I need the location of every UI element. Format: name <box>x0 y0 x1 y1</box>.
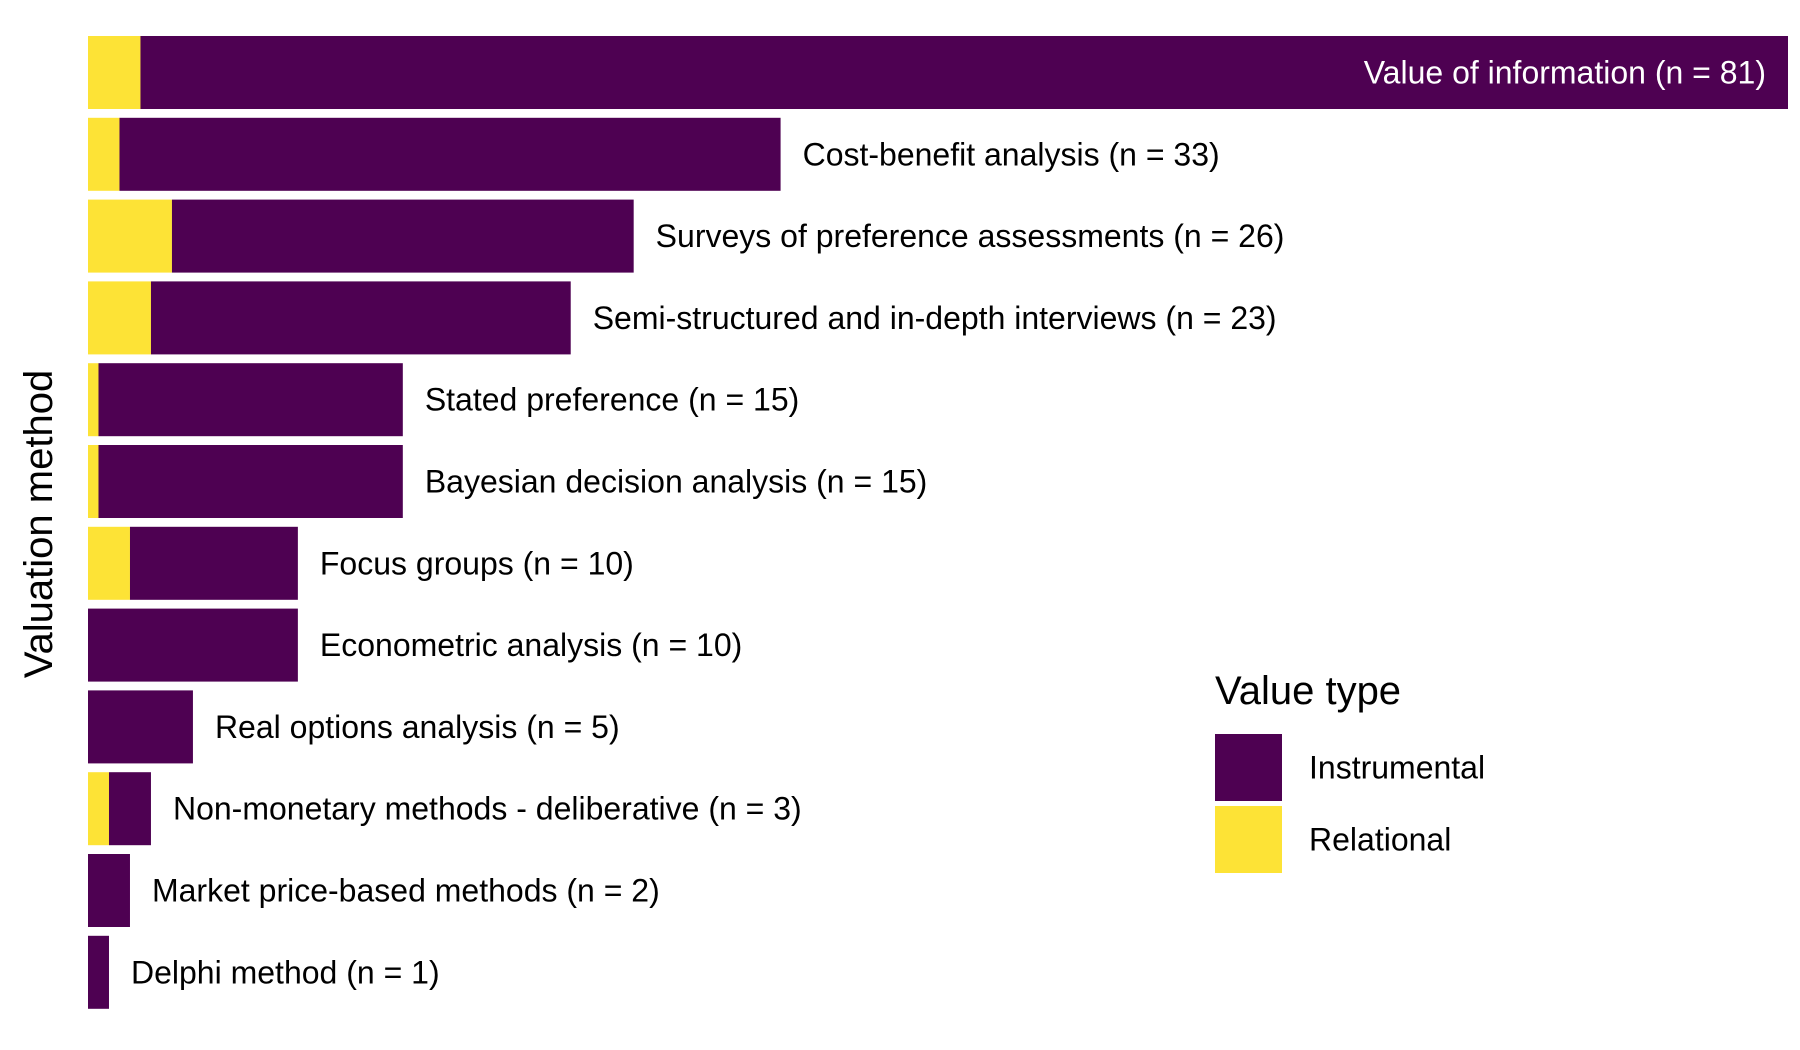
bar-label: Market price-based methods (n = 2) <box>152 873 660 909</box>
bar-label: Focus groups (n = 10) <box>320 545 634 581</box>
bar-instrumental <box>88 690 193 764</box>
bar-instrumental <box>129 526 298 600</box>
bars-layer <box>88 36 1789 1009</box>
bar-instrumental <box>98 363 403 437</box>
bar-label: Stated preference (n = 15) <box>425 382 799 418</box>
bar-relational <box>88 199 172 273</box>
bar-label: Real options analysis (n = 5) <box>215 709 620 745</box>
bar-instrumental <box>171 199 634 273</box>
bar-label: Semi-structured and in-depth interviews … <box>593 300 1277 336</box>
bar-label: Surveys of preference assessments (n = 2… <box>656 218 1285 254</box>
bar-relational <box>88 445 99 518</box>
bar-label: Cost-benefit analysis (n = 33) <box>803 136 1220 172</box>
bar-relational <box>88 281 151 355</box>
legend-items: Instrumental Relational <box>1215 734 1485 873</box>
legend-swatch-instrumental <box>1215 734 1282 801</box>
bar-instrumental <box>88 854 130 927</box>
legend-label-instrumental: Instrumental <box>1309 750 1485 786</box>
legend-title: Value type <box>1215 669 1401 713</box>
legend: Value type Instrumental Relational <box>1215 669 1485 873</box>
bar-instrumental <box>119 117 781 191</box>
bar-instrumental <box>98 445 403 518</box>
bar-relational <box>88 363 99 437</box>
bar-relational <box>88 117 120 191</box>
bar-relational <box>88 772 109 846</box>
legend-label-relational: Relational <box>1309 822 1451 858</box>
bar-instrumental <box>108 772 151 846</box>
bar-instrumental <box>88 935 109 1009</box>
bar-instrumental <box>150 281 571 355</box>
bar-label: Bayesian decision analysis (n = 15) <box>425 464 928 500</box>
bar-label: Econometric analysis (n = 10) <box>320 627 742 663</box>
bar-relational <box>88 526 130 600</box>
bar-labels-layer: Value of information (n = 81) Cost-benefi… <box>131 55 1766 991</box>
bar-instrumental <box>140 36 1789 109</box>
bar-label: Delphi method (n = 1) <box>131 954 440 990</box>
bar-instrumental <box>88 608 298 682</box>
legend-swatch-relational <box>1215 806 1282 873</box>
bar-label: Value of information (n = 81) <box>1364 55 1766 91</box>
y-axis-title: Valuation method <box>17 370 61 678</box>
bar-label: Non-monetary methods - deliberative (n =… <box>173 791 802 827</box>
bar-relational <box>88 36 141 109</box>
